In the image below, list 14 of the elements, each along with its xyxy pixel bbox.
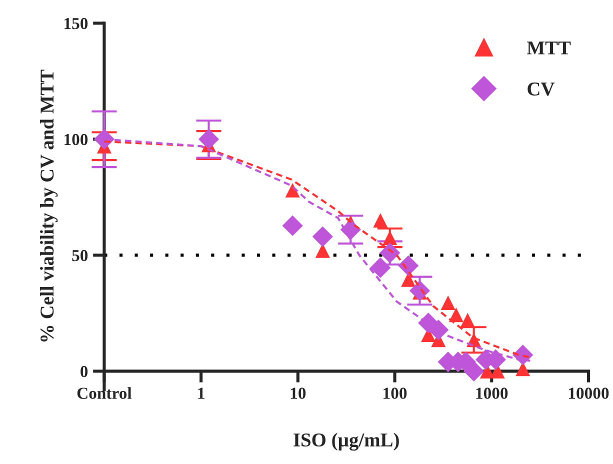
- y-tick-label: 150: [64, 18, 88, 30]
- x-tick-label: 1000: [476, 388, 508, 399]
- legend-label: CV: [528, 82, 555, 96]
- legend-label: MTT: [527, 42, 571, 54]
- x-tick-label: 10000: [568, 388, 609, 399]
- y-axis-title: % Cell viability by CV and MTT: [40, 70, 58, 342]
- x-tick-label: 10: [290, 388, 306, 399]
- y-tick-label: 50: [72, 250, 88, 262]
- x-axis-title: ISO (µg/mL): [294, 432, 399, 451]
- y-tick-label: 100: [64, 134, 88, 146]
- x-tick-label: Control: [77, 387, 132, 399]
- x-tick-label: 1: [198, 388, 204, 399]
- x-tick-label: 100: [384, 388, 407, 399]
- y-tick-label: 0: [80, 366, 88, 378]
